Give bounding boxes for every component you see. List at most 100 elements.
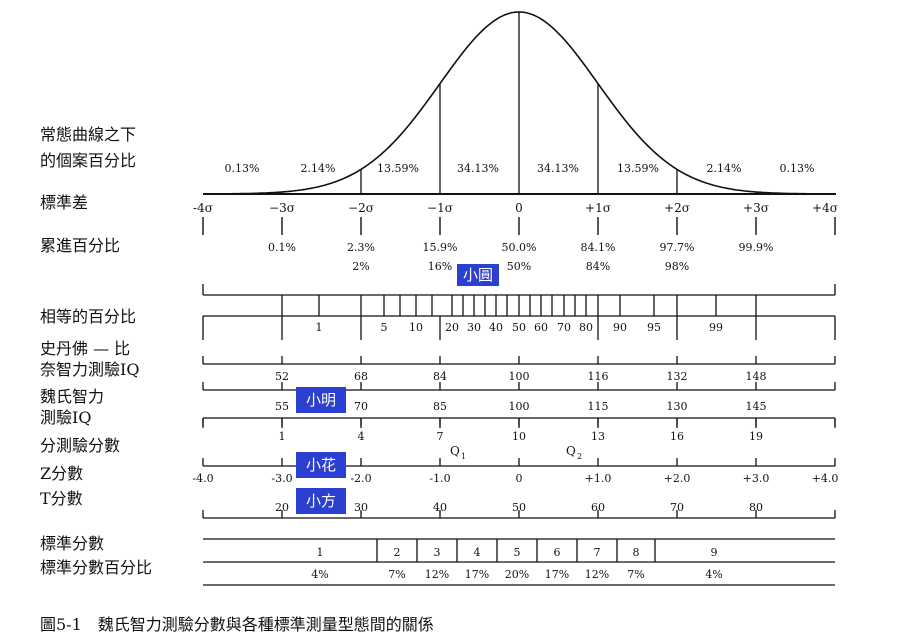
label-stanford-1: 史丹佛 — 比 [40,339,130,358]
stanford-iq: 100 [509,370,530,383]
z-score: +3.0 [743,472,770,485]
percentile-label: 50 [512,321,526,334]
figure-caption: 圖5-1 魏氏智力測驗分數與各種標準測量型態間的關係 [40,615,434,634]
tag-xiao-hua-text: 小花 [306,456,336,474]
sigma-label: +2σ [664,201,690,215]
z-score: +1.0 [585,472,612,485]
subtest-row: 1 4 7 10 13 16 19 [279,430,764,443]
stanine: 8 [633,546,640,559]
z-score: +4.0 [812,472,839,485]
z-score: -4.0 [192,472,213,485]
area-pct: 2.14% [301,162,336,175]
q1-sub: 1 [461,452,466,461]
cumulative-value: 15.9% [423,241,458,254]
subtest-score: 13 [591,430,605,443]
quartile-marks: Q 1 Q 2 [450,444,582,461]
percentile-label: 20 [445,321,459,334]
stanine-pct: 17% [545,568,569,581]
subtest-score: 4 [358,430,365,443]
t-score: 30 [354,501,368,514]
t-score: 60 [591,501,605,514]
stanine: 1 [317,546,324,559]
percentile-label: 95 [647,321,661,334]
label-percentile: 相等的百分比 [40,307,136,326]
area-pct: 0.13% [225,162,260,175]
sigma-label: +4σ [812,201,838,215]
area-pct: 34.13% [537,162,579,175]
stanine-values: 1 2 3 4 5 6 7 8 9 [317,546,718,559]
cumulative-rounded: 84% [586,260,610,273]
stanine-pct: 4% [311,568,328,581]
row-labels: 常態曲線之下 的個案百分比 標準差 累進百分比 相等的百分比 史丹佛 — 比 奈… [40,125,152,577]
percentile-label: 90 [613,321,627,334]
percentile-label: 5 [381,321,388,334]
stanford-iq-row: 52 68 84 100 116 132 148 [275,370,767,383]
stanford-iq: 148 [746,370,767,383]
q1-label: Q [450,444,460,458]
t-row: 20 30 40 50 60 70 80 [275,501,763,514]
t-score: 80 [749,501,763,514]
cumulative-rounded: 50% [507,260,531,273]
tag-xiao-ming: 小明 [296,387,346,413]
wechsler-iq: 130 [667,400,688,413]
stanford-iq: 84 [433,370,447,383]
cumulative-value: 97.7% [660,241,695,254]
wechsler-iq: 70 [354,400,368,413]
t-score: 20 [275,501,289,514]
wechsler-iq: 145 [746,400,767,413]
wechsler-iq: 100 [509,400,530,413]
stanine-percents: 4% 7% 12% 17% 20% 17% 12% 7% 4% [311,568,722,581]
sigma-label: +1σ [585,201,611,215]
percentile-label: 60 [534,321,548,334]
stanford-iq: 52 [275,370,289,383]
label-z: Z分數 [40,464,83,483]
stanine: 7 [594,546,601,559]
label-normal-curve-1: 常態曲線之下 [40,125,136,144]
cumulative-value: 84.1% [581,241,616,254]
subtest-score: 10 [512,430,526,443]
stanford-iq: 68 [354,370,368,383]
area-pct: 2.14% [707,162,742,175]
stanine-pct: 20% [505,568,529,581]
q2-label: Q [566,444,576,458]
z-score: -2.0 [350,472,371,485]
wechsler-iq: 85 [433,400,447,413]
z-score: -1.0 [429,472,450,485]
percentile-label: 99 [709,321,723,334]
tag-xiao-ming-text: 小明 [306,391,336,409]
tag-xiao-hua: 小花 [296,452,346,478]
cumulative-rounded: 98% [665,260,689,273]
percentile-label: 10 [409,321,423,334]
area-pct: 13.59% [377,162,419,175]
sigma-labels: -4σ −3σ −2σ −1σ 0 +1σ +2σ +3σ +4σ [193,201,838,215]
cumulative-value: 99.9% [739,241,774,254]
label-t: T分數 [40,489,83,508]
z-row: -4.0 -3.0 -2.0 -1.0 0 +1.0 +2.0 +3.0 +4.… [192,472,838,485]
label-std-dev: 標準差 [40,193,88,212]
tag-xiao-fang: 小方 [296,488,346,514]
stanine-pct: 17% [465,568,489,581]
t-score: 40 [433,501,447,514]
subtest-score: 1 [279,430,286,443]
percentile-labels: 1 5 10 20 30 40 50 60 70 80 90 95 99 [316,321,724,334]
cumulative-rounded: 16% [428,260,452,273]
tag-small-circle: 小圓 [457,264,499,286]
percentile-label: 70 [557,321,571,334]
percentile-ticks [281,295,757,316]
sigma-label: −2σ [348,201,374,215]
stanine-pct: 12% [425,568,449,581]
wechsler-iq-row: 55 70 85 100 115 130 145 [275,400,767,413]
area-pct: 34.13% [457,162,499,175]
tag-small-circle-text: 小圓 [463,266,493,284]
stanine-pct: 12% [585,568,609,581]
stanine-pct: 7% [627,568,644,581]
sigma-label: 0 [515,201,523,215]
t-score: 70 [670,501,684,514]
cumulative-value: 50.0% [502,241,537,254]
label-stanine-pct: 標準分數百分比 [40,558,152,577]
label-wechsler-1: 魏氏智力 [40,387,104,406]
cumulative-row: 0.1% 2.3% 15.9% 50.0% 84.1% 97.7% 99.9% … [268,241,773,273]
stanine-pct: 7% [388,568,405,581]
subtest-score: 19 [749,430,763,443]
